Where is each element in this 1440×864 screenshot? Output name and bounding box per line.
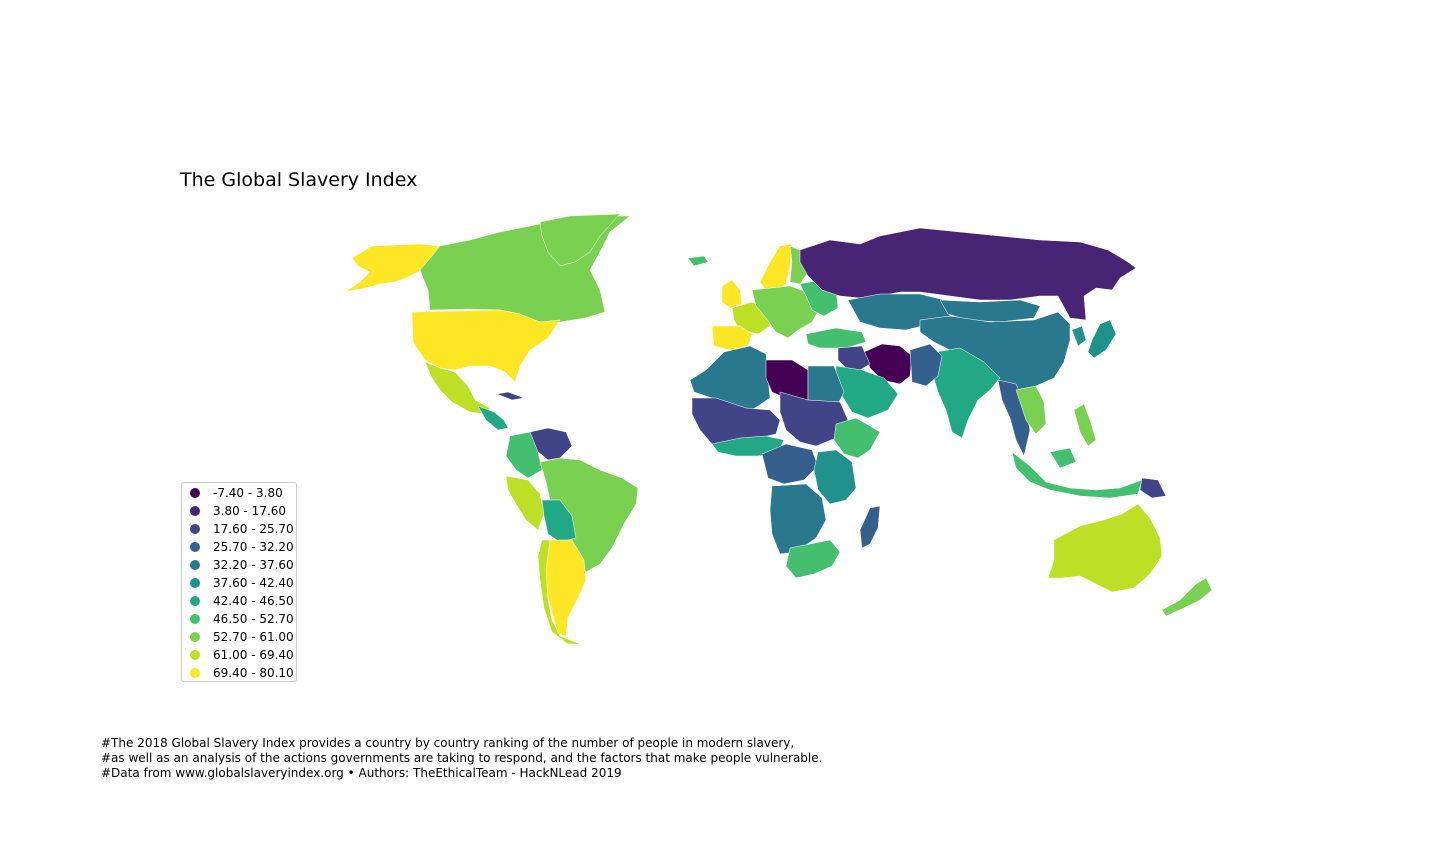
legend-label: 61.00 - 69.40 (213, 648, 294, 662)
region-china (919, 311, 1071, 391)
region-indonesia (1011, 447, 1143, 499)
legend-item: 3.80 - 17.60 (190, 502, 300, 520)
region-colombia (505, 431, 543, 479)
legend-item: 42.40 - 46.50 (190, 592, 300, 610)
legend-marker (190, 506, 200, 516)
legend-marker (190, 578, 200, 588)
legend-marker (190, 632, 200, 642)
legend-label: 3.80 - 17.60 (213, 504, 287, 518)
region-scandinavia (759, 243, 793, 291)
region-india (931, 347, 1001, 439)
region-east-africa (813, 449, 857, 505)
legend-item: 52.70 - 61.00 (190, 628, 300, 646)
region-new-zealand (1161, 577, 1213, 617)
legend-marker (190, 542, 200, 552)
region-mongolia (939, 299, 1041, 323)
legend-marker (190, 596, 200, 606)
legend-label: 69.40 - 80.10 (213, 666, 294, 680)
legend-label: -7.40 - 3.80 (213, 486, 283, 500)
region-chad-sudan (779, 391, 849, 447)
region-madagascar (859, 505, 881, 549)
region-iceland (687, 255, 709, 267)
legend-label: 37.60 - 42.40 (213, 576, 294, 590)
legend-label: 25.70 - 32.20 (213, 540, 294, 554)
legend-marker (190, 668, 200, 678)
region-mexico (424, 361, 491, 415)
region-cuba (496, 391, 525, 401)
region-alaska (344, 243, 441, 293)
region-philippines (1073, 403, 1097, 447)
region-chile (537, 539, 581, 645)
legend-marker (190, 488, 200, 498)
footnote-line-1: #The 2018 Global Slavery Index provides … (101, 736, 795, 750)
map-title: The Global Slavery Index (180, 169, 418, 191)
legend-marker (190, 560, 200, 570)
legend-item: 61.00 - 69.40 (190, 646, 300, 664)
legend-label: 46.50 - 52.70 (213, 612, 294, 626)
footnote-line-2: #as well as an analysis of the actions g… (101, 751, 823, 765)
legend-item: 69.40 - 80.10 (190, 664, 300, 682)
region-pakistan-afghanistan (909, 343, 943, 387)
legend-marker (190, 614, 200, 624)
legend-label: 52.70 - 61.00 (213, 630, 294, 644)
region-peru (505, 475, 545, 531)
region-ethiopia-somalia (833, 417, 881, 459)
region-greenland (539, 213, 621, 267)
region-uk (721, 279, 743, 309)
legend-item: 25.70 - 32.20 (190, 538, 300, 556)
region-southern-africa (785, 539, 841, 579)
region-png (1139, 477, 1167, 499)
legend-label: 32.20 - 37.60 (213, 558, 294, 572)
region-iraq-syria (837, 345, 871, 371)
region-korea-japan (1071, 319, 1117, 359)
legend-item: 17.60 - 25.70 (190, 520, 300, 538)
footnote: #The 2018 Global Slavery Index provides … (101, 736, 822, 781)
legend-label: 42.40 - 46.50 (213, 594, 294, 608)
legend-marker (190, 524, 200, 534)
region-thailand-vietnam (1015, 385, 1047, 435)
region-iran (863, 343, 913, 385)
legend-item: 37.60 - 42.40 (190, 574, 300, 592)
footnote-line-3: #Data from www.globalslaveryindex.org • … (101, 766, 622, 780)
legend-marker (190, 650, 200, 660)
map-legend: -7.40 - 3.80 3.80 - 17.60 17.60 - 25.70 25.… (181, 482, 297, 682)
region-central-africa (761, 443, 819, 485)
region-egypt (807, 365, 845, 409)
legend-label: 17.60 - 25.70 (213, 522, 294, 536)
region-north-africa (689, 345, 771, 411)
legend-item: 46.50 - 52.70 (190, 610, 300, 628)
region-australia (1047, 503, 1163, 593)
region-iberia (711, 325, 753, 351)
region-central-america (477, 405, 509, 431)
legend-item: 32.20 - 37.60 (190, 556, 300, 574)
region-turkey (805, 327, 867, 349)
region-usa (411, 309, 561, 383)
legend-item: -7.40 - 3.80 (190, 484, 300, 502)
